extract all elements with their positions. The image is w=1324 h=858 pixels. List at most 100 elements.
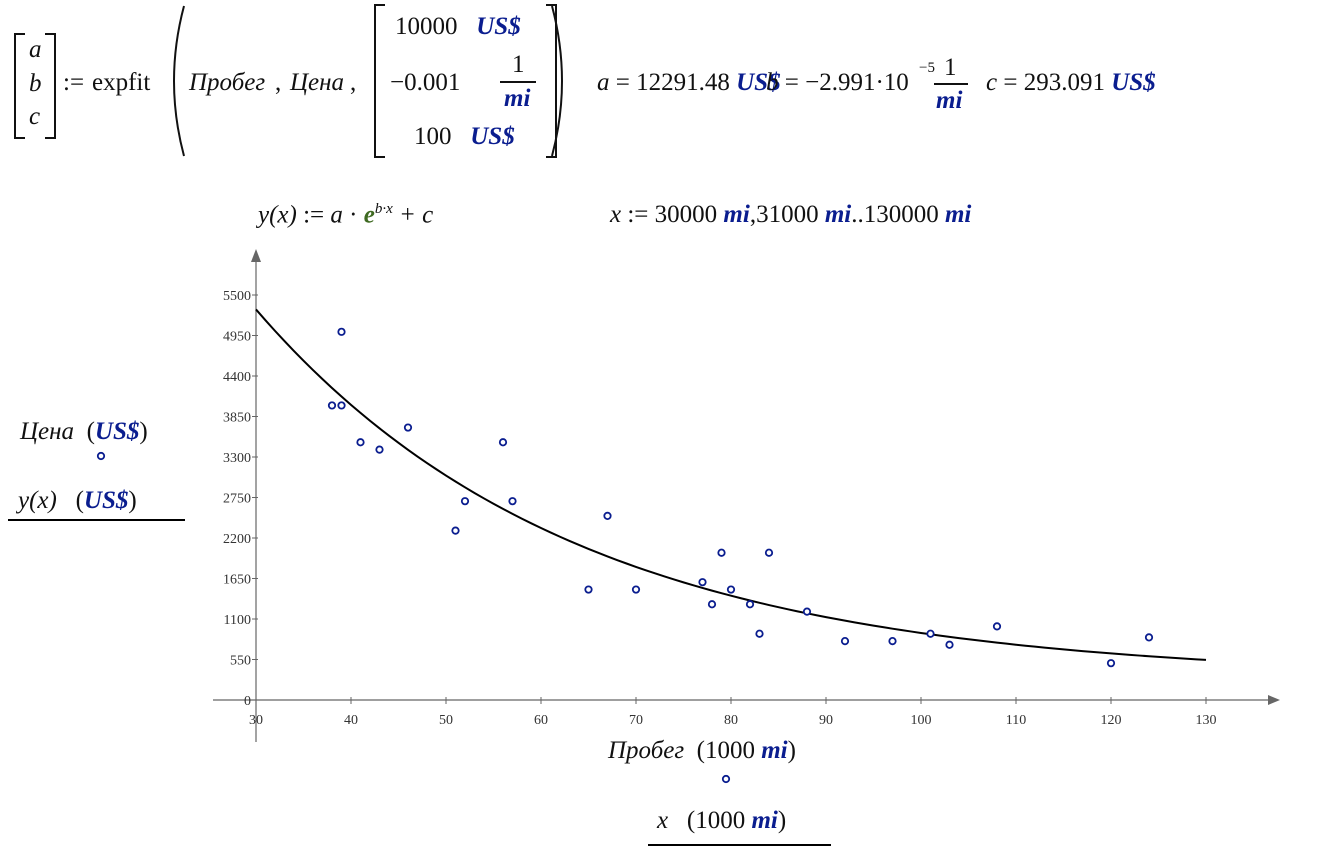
- model-lhs: y(x): [258, 201, 297, 229]
- xlabel-mileage-unit: mi: [761, 737, 788, 764]
- range-var: x: [610, 201, 622, 228]
- y-tick-label: 1650: [223, 573, 251, 588]
- result-a-unit: US$: [736, 69, 781, 96]
- result-a-value: 12291.48: [636, 69, 730, 96]
- result-vector-left-bracket: [14, 33, 25, 139]
- guess-1-unit: US$: [476, 13, 521, 40]
- ylabel-price: Цена (US$): [20, 418, 148, 445]
- y-tick-label: 2750: [223, 492, 251, 507]
- price-data-point: [375, 445, 384, 454]
- guess-vector-left-bracket: [374, 4, 385, 158]
- range-unit-2: mi: [824, 201, 852, 228]
- ylabel-price-unit: US$: [94, 418, 140, 445]
- guess-value-2-number: −0.001: [390, 69, 461, 96]
- guess-value-2-unit: mi: [504, 85, 531, 112]
- guess-value-3: 100 US$: [414, 124, 515, 149]
- price-data-point: [717, 548, 726, 557]
- price-data-point: [840, 636, 850, 646]
- y-tick-label: 1100: [224, 613, 251, 628]
- range-sep: ,: [749, 201, 757, 228]
- x-tick-label: 60: [534, 713, 548, 728]
- arg-comma-2: ,: [350, 69, 357, 96]
- model-exponent: b·x: [374, 201, 393, 217]
- result-b-mantissa: −2.991: [805, 69, 876, 96]
- expfit-function: expfit: [92, 69, 151, 96]
- result-a-label: a: [597, 69, 610, 96]
- x-tick-label: 70: [629, 713, 643, 728]
- model-a: a: [330, 201, 343, 229]
- y-tick-label: 5500: [223, 289, 251, 304]
- range-unit-1: mi: [723, 201, 750, 228]
- result-c: c = 293.091 US$: [986, 69, 1156, 96]
- price-data-point: [698, 578, 707, 587]
- guess-value-1: 10000 US$: [395, 14, 521, 39]
- ylabel-model-name: y(x): [18, 487, 57, 514]
- xlabel-x-unit: mi: [751, 807, 778, 834]
- y-tick-label: 4400: [223, 370, 251, 385]
- result-b-exponent: −5: [919, 60, 935, 76]
- price-data-point: [802, 607, 812, 616]
- price-data-point: [745, 600, 755, 609]
- range-end: 130000: [863, 201, 939, 228]
- y-tick-label: 4950: [223, 330, 251, 345]
- xlabel-mileage-scale: 1000: [704, 737, 755, 764]
- price-data-point: [327, 401, 337, 410]
- result-a: a = 12291.48 US$: [597, 69, 781, 96]
- y-tick-label: 3850: [223, 411, 251, 426]
- price-data-point: [337, 327, 346, 336]
- guess-vector-right-bracket: [546, 4, 557, 158]
- model-definition: y(x) := a · eb·x + c: [258, 201, 433, 229]
- range-unit-3: mi: [944, 201, 972, 228]
- result-b-numerator: 1: [944, 54, 957, 81]
- fit-curve-line: [255, 308, 1207, 661]
- ylabel-price-name: Цена: [20, 418, 75, 445]
- y-tick-label: 3300: [223, 451, 251, 466]
- result-b-label: b: [766, 69, 779, 96]
- x-tick-label: 50: [439, 713, 453, 728]
- guess-3-unit: US$: [470, 123, 515, 150]
- price-data-point: [584, 585, 593, 594]
- legend-mileage-marker: [721, 774, 731, 784]
- ylabel-model: y(x) (US$): [18, 487, 137, 514]
- xlabel-mileage-name: Пробег: [608, 737, 685, 764]
- left-paren: [173, 5, 185, 157]
- y-tick-label: 0: [244, 694, 251, 709]
- result-vector-b: b: [29, 70, 42, 97]
- right-paren: [551, 5, 563, 157]
- result-vector-a: a: [29, 36, 42, 63]
- price-data-point: [603, 511, 612, 521]
- x-tick-label: 130: [1196, 713, 1217, 728]
- xlabel-x: x (1000 mi): [657, 807, 787, 834]
- result-b-unit: mi: [936, 87, 963, 114]
- model-assign: :=: [303, 201, 325, 229]
- x-tick-label: 40: [344, 713, 358, 728]
- xlabel-x-scale: 1000: [695, 807, 746, 834]
- price-data-point: [726, 585, 736, 594]
- guess-1-number: 10000: [395, 13, 458, 40]
- price-data-point: [451, 526, 460, 535]
- result-vector-right-bracket: [45, 33, 56, 139]
- model-dot: ·: [349, 201, 358, 229]
- model-e: e: [363, 201, 375, 229]
- arg-price: Цена: [290, 69, 345, 96]
- x-tick-label: 90: [819, 713, 833, 728]
- price-data-point: [755, 629, 764, 638]
- xlabel-x-name: x: [657, 807, 669, 834]
- price-data-point: [631, 585, 641, 594]
- guess-value-2-fraction-bar: [500, 81, 536, 83]
- arg-comma-1: ,: [275, 69, 282, 96]
- x-tick-label: 120: [1101, 713, 1122, 728]
- price-data-point: [508, 497, 517, 506]
- result-b-fraction-bar: [934, 83, 968, 85]
- guess-value-2-numerator: 1: [512, 51, 525, 78]
- guess-3-number: 100: [414, 123, 452, 150]
- price-data-point: [707, 600, 717, 609]
- price-data-point: [356, 438, 365, 447]
- xlabel-mileage: Пробег (1000 mi): [608, 737, 796, 764]
- y-axis-arrow: [251, 249, 261, 262]
- price-data-point: [498, 438, 508, 447]
- y-tick-label: 550: [230, 654, 251, 669]
- price-data-point: [764, 548, 774, 557]
- price-data-point: [1144, 633, 1154, 642]
- range-assign: :=: [627, 201, 649, 228]
